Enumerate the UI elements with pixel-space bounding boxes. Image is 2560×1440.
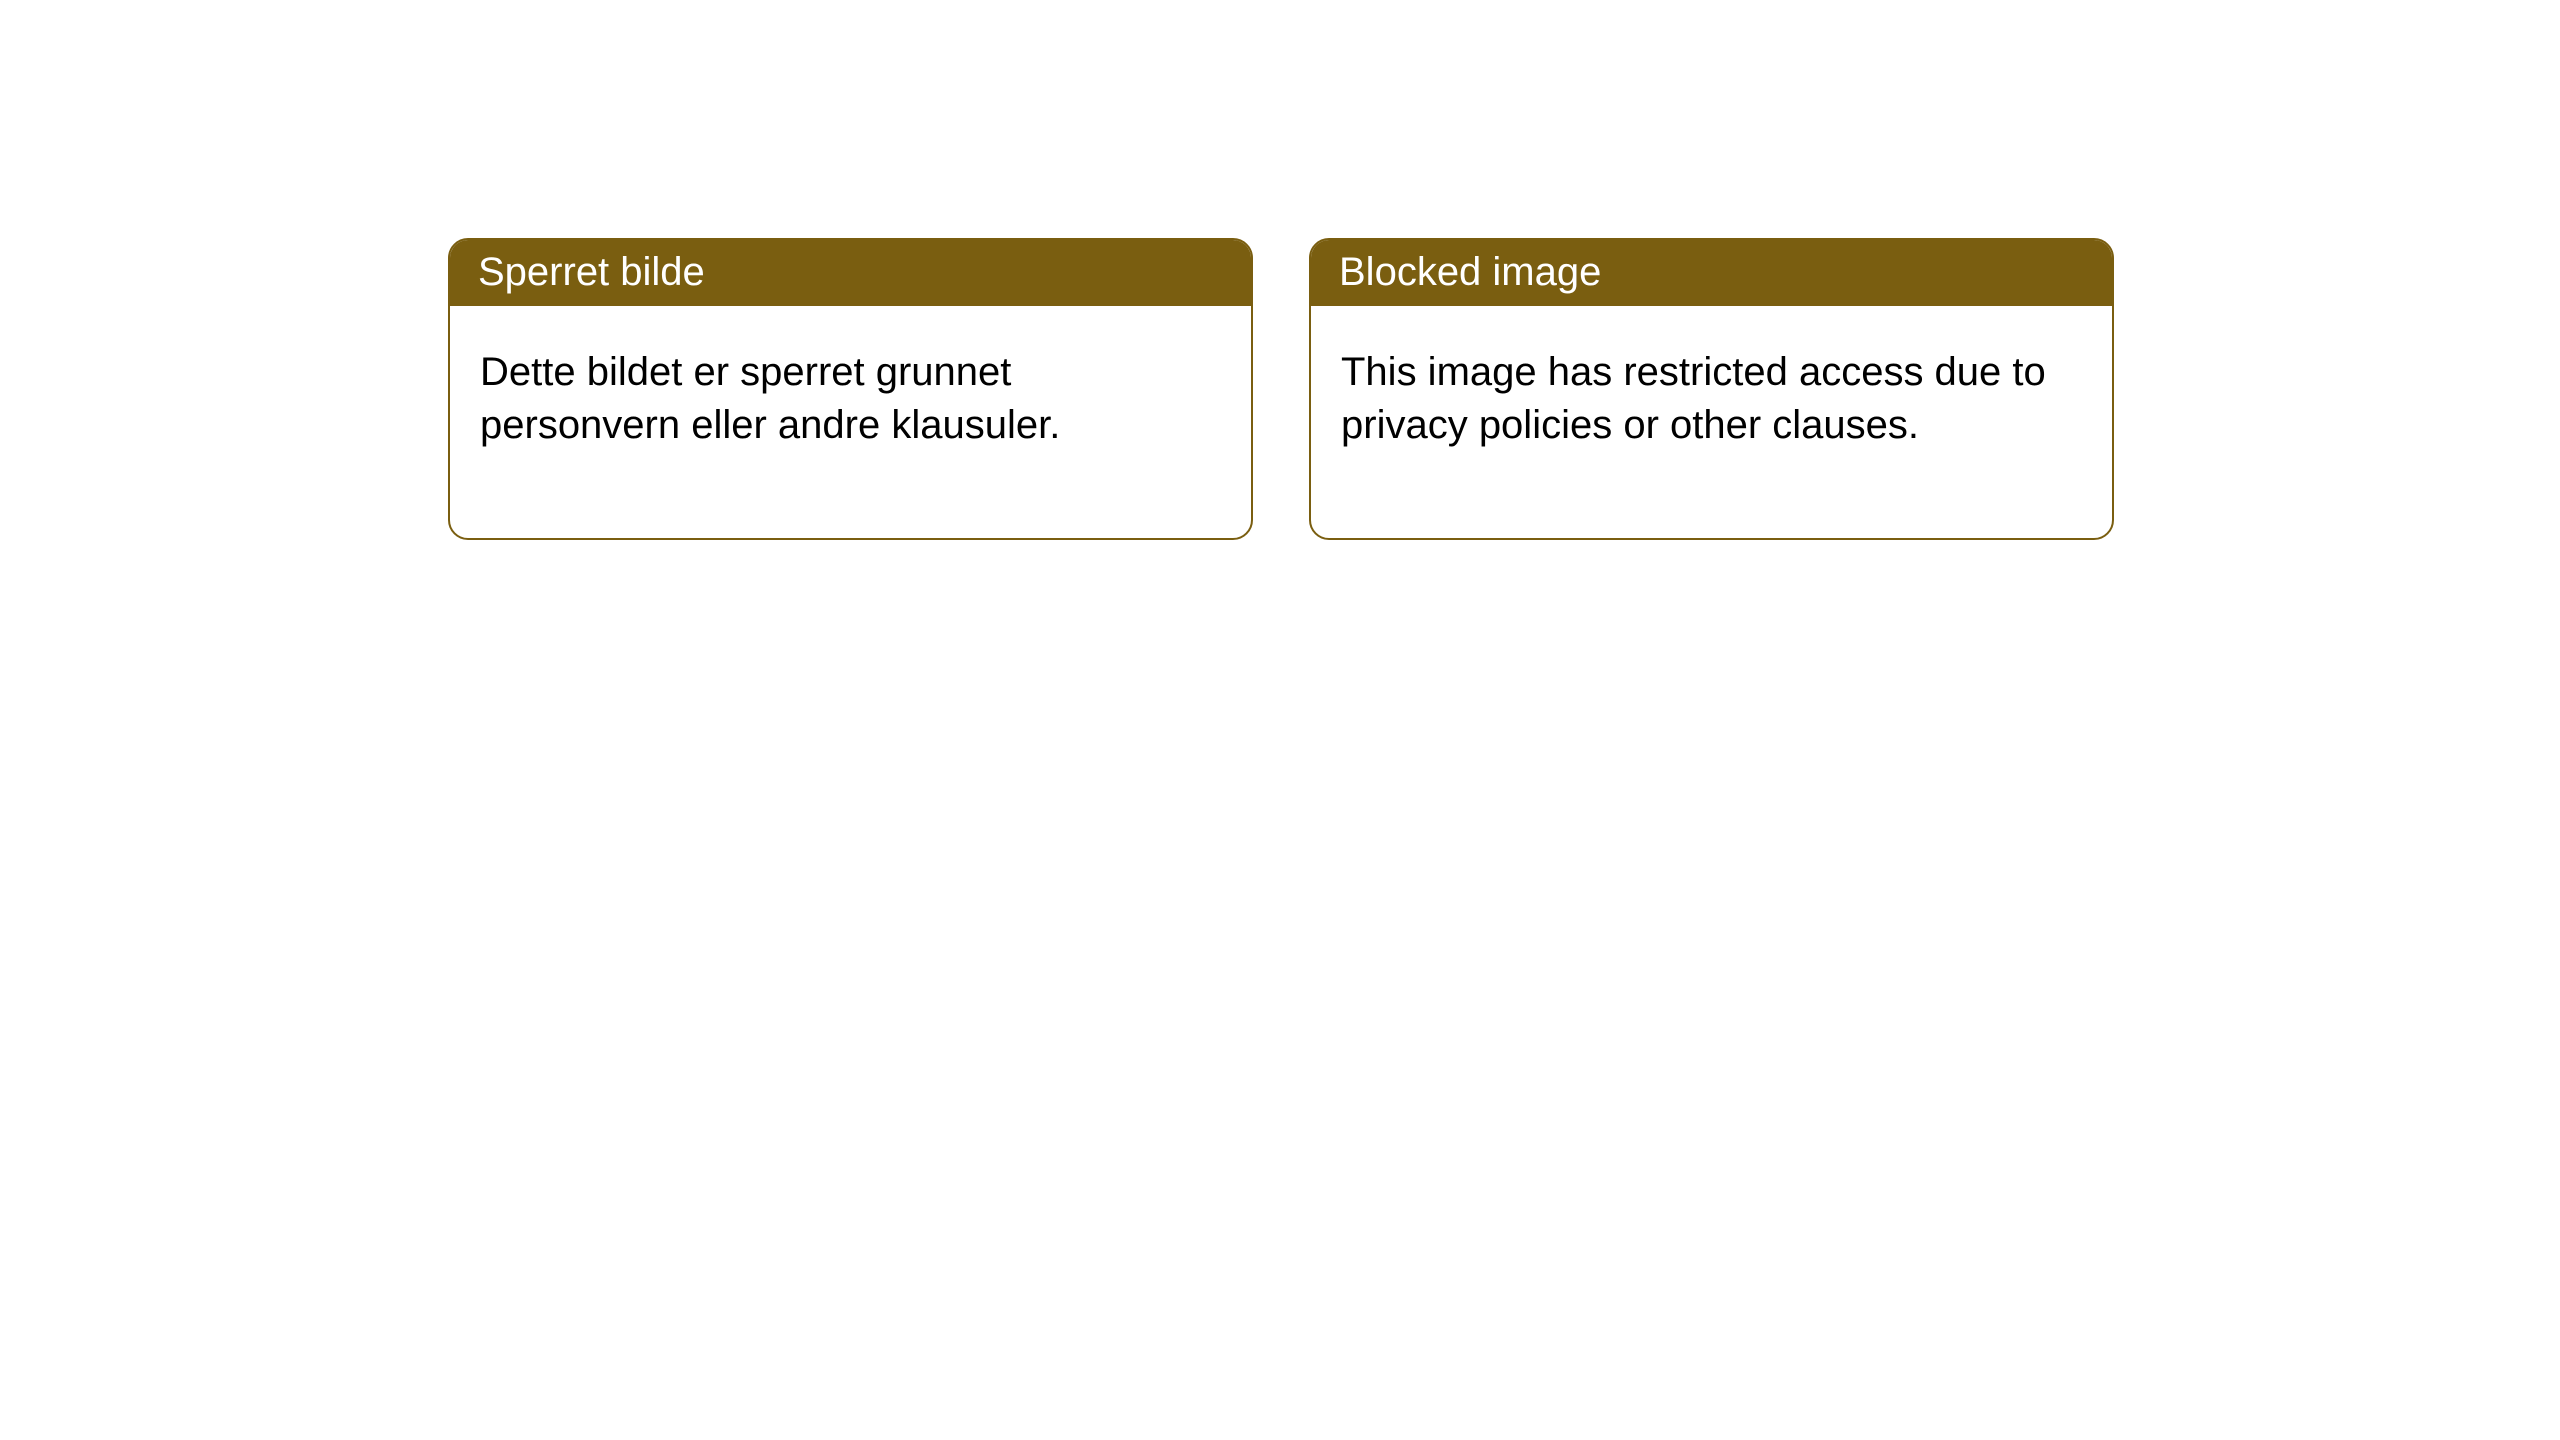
cards-container: Sperret bilde Dette bildet er sperret gr… <box>0 0 2560 540</box>
card-title: Blocked image <box>1311 240 2112 306</box>
blocked-image-card-english: Blocked image This image has restricted … <box>1309 238 2114 540</box>
card-body-text: Dette bildet er sperret grunnet personve… <box>450 306 1251 538</box>
card-title: Sperret bilde <box>450 240 1251 306</box>
card-body-text: This image has restricted access due to … <box>1311 306 2112 538</box>
blocked-image-card-norwegian: Sperret bilde Dette bildet er sperret gr… <box>448 238 1253 540</box>
